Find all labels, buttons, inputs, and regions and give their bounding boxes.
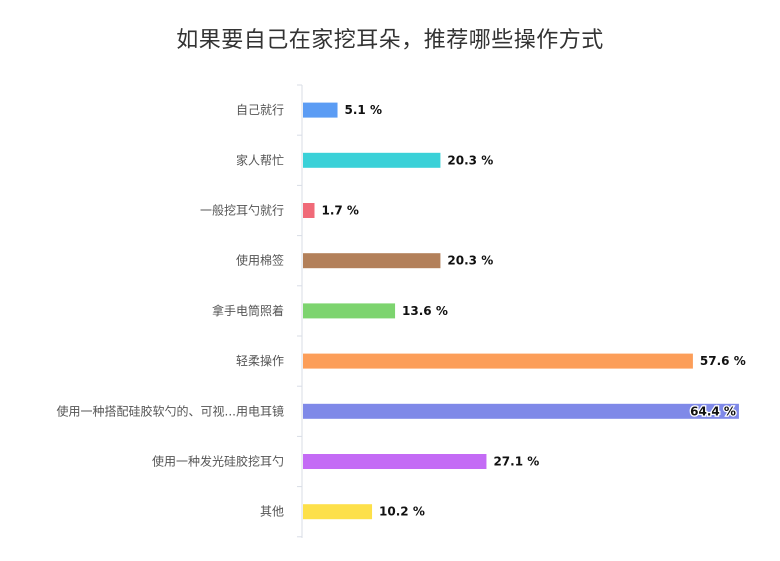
category-label: 自己就行	[236, 103, 284, 117]
value-label: 5.1 %	[345, 103, 382, 117]
bar[interactable]	[303, 203, 315, 218]
bar[interactable]	[303, 253, 441, 269]
bar[interactable]	[303, 102, 338, 118]
category-label: 轻柔操作	[236, 353, 284, 368]
value-label: 27.1 %	[493, 455, 539, 469]
chart-title: 如果要自己在家挖耳朵，推荐哪些操作方式	[176, 28, 604, 53]
value-label: 10.2 %	[379, 505, 425, 519]
bar[interactable]	[303, 152, 441, 168]
category-label: 家人帮忙	[236, 152, 284, 167]
category-label: 使用一种搭配硅胶软勺的、可视...用电耳镜	[57, 403, 284, 418]
category-labels: 自己就行家人帮忙一般挖耳勺就行使用棉签拿手电筒照着轻柔操作使用一种搭配硅胶软勺的…	[57, 103, 284, 519]
value-label: 57.6 %	[700, 354, 746, 368]
bars	[303, 102, 739, 520]
category-label: 其他	[260, 505, 284, 519]
bar[interactable]	[303, 504, 373, 520]
category-label: 一般挖耳勺就行	[200, 203, 284, 218]
value-label: 64.4 %	[690, 404, 736, 418]
bar[interactable]	[303, 303, 396, 319]
category-label: 拿手电筒照着	[212, 303, 284, 318]
category-label: 使用棉签	[236, 253, 284, 268]
category-label: 使用一种发光硅胶挖耳勺	[152, 454, 284, 469]
bar[interactable]	[303, 403, 739, 419]
bar[interactable]	[303, 454, 487, 469]
y-axis-ticks	[297, 84, 302, 538]
value-label: 13.6 %	[402, 304, 448, 318]
value-labels: 5.1 % 20.3 % 1.7 % 20.3 % 13.6 % 57.6 % 64.4 %…	[322, 103, 746, 519]
value-label: 1.7 %	[322, 204, 359, 218]
value-label: 20.3 %	[447, 254, 493, 268]
value-label: 20.3 %	[447, 153, 493, 167]
bar[interactable]	[303, 353, 693, 369]
